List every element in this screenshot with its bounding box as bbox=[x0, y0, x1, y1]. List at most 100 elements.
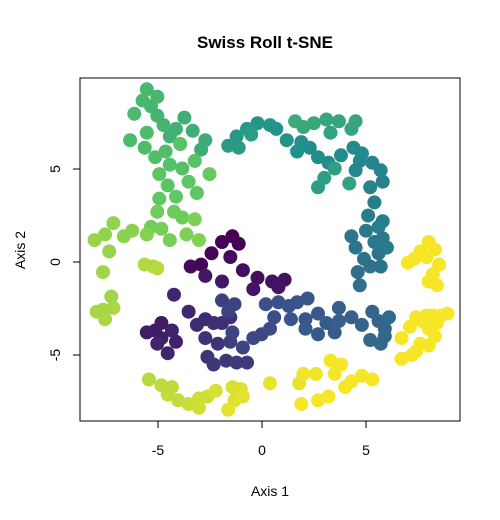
data-point bbox=[160, 178, 175, 193]
y-tick-label: -5 bbox=[47, 349, 63, 362]
data-point bbox=[187, 153, 202, 168]
data-point bbox=[194, 257, 209, 272]
data-point bbox=[102, 244, 117, 259]
data-point bbox=[348, 240, 363, 255]
data-point bbox=[258, 297, 273, 312]
data-point bbox=[181, 174, 196, 189]
data-point bbox=[250, 270, 265, 285]
data-point bbox=[181, 304, 196, 319]
data-point bbox=[106, 216, 121, 231]
data-point bbox=[263, 321, 277, 336]
data-point bbox=[210, 336, 225, 351]
data-point bbox=[365, 372, 380, 387]
data-point bbox=[382, 310, 396, 325]
data-point bbox=[173, 137, 188, 151]
x-tick-label: 0 bbox=[258, 442, 266, 458]
data-point bbox=[323, 125, 338, 140]
data-point bbox=[413, 244, 428, 259]
data-point bbox=[202, 167, 217, 182]
data-point bbox=[96, 265, 110, 280]
data-point bbox=[311, 393, 325, 408]
data-point bbox=[279, 133, 294, 148]
data-point bbox=[162, 233, 177, 248]
data-point bbox=[162, 129, 177, 144]
data-point bbox=[290, 144, 305, 159]
data-point bbox=[402, 319, 417, 334]
data-point bbox=[231, 140, 246, 155]
data-point bbox=[359, 223, 373, 238]
data-point bbox=[192, 233, 206, 248]
data-point bbox=[311, 306, 325, 321]
x-axis: -5 0 5 bbox=[152, 420, 370, 458]
data-point bbox=[271, 280, 286, 295]
data-point bbox=[225, 325, 240, 340]
data-point bbox=[215, 293, 229, 308]
data-point bbox=[244, 127, 259, 142]
data-point bbox=[221, 402, 236, 417]
data-point bbox=[183, 259, 198, 274]
data-point bbox=[235, 263, 250, 278]
data-point bbox=[375, 214, 390, 229]
data-point bbox=[162, 157, 177, 172]
data-point bbox=[394, 331, 409, 346]
data-point bbox=[342, 176, 357, 191]
data-point bbox=[221, 138, 236, 153]
data-point bbox=[229, 355, 244, 370]
data-point bbox=[327, 161, 342, 176]
data-point bbox=[152, 191, 167, 206]
data-point bbox=[235, 340, 250, 355]
data-point bbox=[267, 310, 282, 325]
x-tick-label: -5 bbox=[152, 442, 165, 458]
data-point bbox=[288, 114, 303, 129]
data-point bbox=[150, 204, 165, 219]
data-point bbox=[348, 114, 363, 129]
data-point bbox=[150, 261, 165, 276]
data-point bbox=[375, 174, 390, 189]
data-point bbox=[150, 89, 165, 104]
data-point bbox=[290, 295, 305, 310]
data-point bbox=[177, 110, 192, 125]
data-point bbox=[167, 287, 181, 302]
data-point bbox=[250, 116, 265, 131]
data-point bbox=[246, 282, 261, 297]
data-point bbox=[319, 112, 334, 127]
data-point bbox=[377, 329, 392, 344]
data-point bbox=[206, 357, 221, 372]
data-point bbox=[152, 167, 167, 182]
data-point bbox=[334, 148, 348, 163]
data-point bbox=[194, 142, 209, 157]
data-point bbox=[373, 259, 388, 274]
y-axis: -5 0 5 bbox=[47, 165, 81, 362]
data-point bbox=[321, 389, 336, 404]
data-point bbox=[169, 189, 183, 204]
data-point bbox=[379, 240, 394, 255]
data-point bbox=[98, 227, 113, 242]
data-point bbox=[175, 210, 190, 225]
data-point bbox=[187, 212, 202, 227]
data-point bbox=[311, 150, 325, 165]
data-point bbox=[331, 300, 346, 315]
data-point bbox=[344, 374, 359, 389]
y-tick-label: 5 bbox=[47, 165, 63, 173]
data-point bbox=[223, 250, 238, 264]
data-point bbox=[221, 304, 236, 319]
data-point bbox=[98, 312, 113, 327]
data-point bbox=[231, 236, 246, 251]
data-point bbox=[296, 366, 311, 381]
data-point bbox=[430, 278, 444, 293]
data-point bbox=[215, 274, 229, 289]
data-point bbox=[104, 289, 119, 304]
data-point bbox=[354, 317, 369, 332]
data-point bbox=[137, 140, 152, 155]
data-point bbox=[440, 306, 455, 321]
data-point bbox=[169, 334, 183, 349]
data-point bbox=[327, 366, 342, 381]
data-point bbox=[344, 310, 359, 325]
data-point bbox=[361, 208, 376, 223]
data-point bbox=[298, 321, 313, 336]
data-point bbox=[158, 144, 173, 159]
x-axis-label: Axis 1 bbox=[251, 483, 289, 499]
data-point bbox=[139, 325, 154, 340]
data-point bbox=[308, 366, 323, 381]
data-point bbox=[367, 195, 382, 210]
